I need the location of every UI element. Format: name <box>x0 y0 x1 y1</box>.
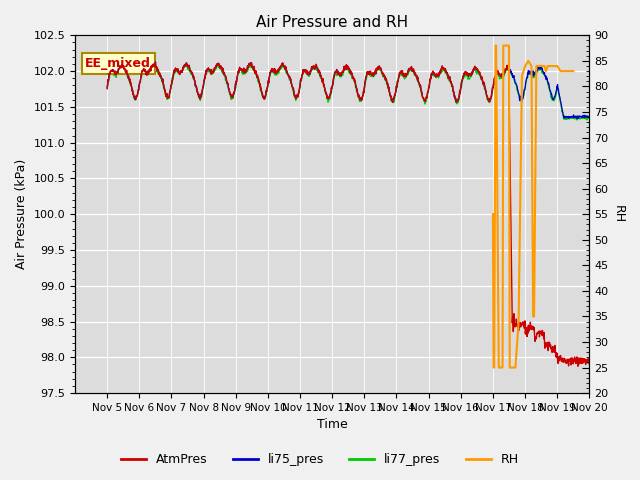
Y-axis label: RH: RH <box>612 205 625 223</box>
X-axis label: Time: Time <box>317 419 348 432</box>
Text: EE_mixed: EE_mixed <box>85 57 151 70</box>
Y-axis label: Air Pressure (kPa): Air Pressure (kPa) <box>15 159 28 269</box>
Title: Air Pressure and RH: Air Pressure and RH <box>256 15 408 30</box>
Legend: AtmPres, li75_pres, li77_pres, RH: AtmPres, li75_pres, li77_pres, RH <box>116 448 524 471</box>
